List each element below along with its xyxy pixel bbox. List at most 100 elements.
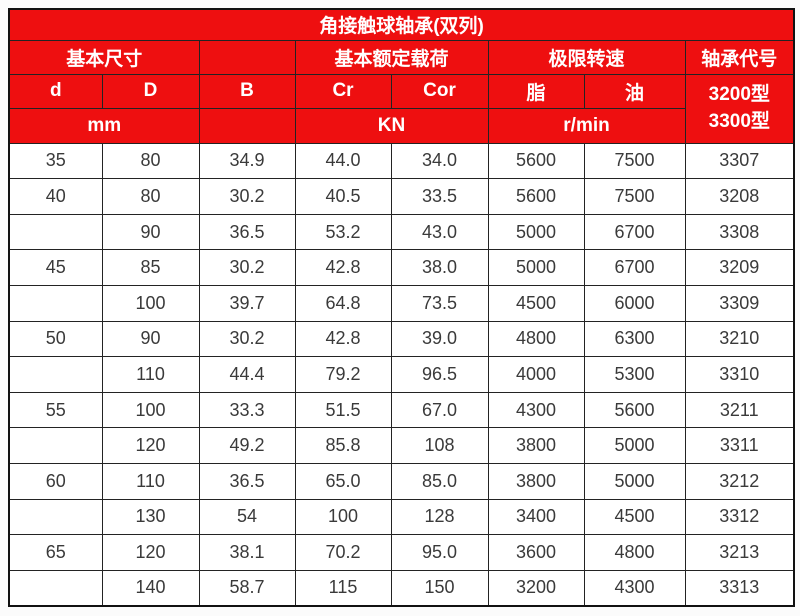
- cell-Cor: 43.0: [390, 213, 489, 251]
- table-row: 90 36.5 53.2 43.0 5000 6700 3308: [8, 213, 795, 251]
- cell-grease-speed: 5600: [487, 142, 585, 180]
- cell-Cr: 100: [294, 498, 392, 536]
- cell-Cr: 115: [294, 569, 392, 607]
- cell-Cor: 96.5: [390, 356, 489, 393]
- cell-Cr: 44.0: [294, 142, 392, 180]
- cell-d: [8, 213, 103, 251]
- cell-B: 30.2: [198, 320, 296, 358]
- table-row: 65 120 38.1 70.2 95.0 3600 4800 3213: [8, 534, 795, 571]
- cell-Cor: 85.0: [390, 462, 489, 500]
- cell-bearing-code: 3212: [684, 462, 795, 500]
- bearing-spec-table: 角接触球轴承(双列) 基本尺寸 基本额定载荷 极限转速 轴承代号 d D B C…: [8, 8, 796, 607]
- cell-D: 110: [101, 462, 200, 500]
- cell-grease-speed: 5000: [487, 249, 585, 286]
- cell-B: 36.5: [198, 213, 296, 251]
- cell-bearing-code: 3313: [684, 569, 795, 607]
- table-title: 角接触球轴承(双列): [8, 8, 795, 41]
- series-3200: 3200型: [708, 83, 770, 105]
- cell-bearing-code: 3311: [684, 427, 795, 464]
- cell-d: [8, 427, 103, 464]
- cell-B: 44.4: [198, 356, 296, 393]
- unit-mm: mm: [8, 107, 200, 144]
- table-row: 100 39.7 64.8 73.5 4500 6000 3309: [8, 284, 795, 322]
- unit-blank-b: [198, 107, 296, 144]
- cell-Cor: 95.0: [390, 534, 489, 571]
- group-header-row: 基本尺寸 基本额定载荷 极限转速 轴承代号: [8, 39, 795, 75]
- cell-oil-speed: 6300: [583, 320, 686, 358]
- column-B: B: [198, 73, 296, 109]
- cell-B: 49.2: [198, 427, 296, 464]
- unit-rpm: r/min: [487, 107, 686, 144]
- cell-d: 40: [8, 178, 103, 215]
- cell-grease-speed: 3200: [487, 569, 585, 607]
- column-oil: 油: [583, 73, 686, 109]
- cell-d: 45: [8, 249, 103, 286]
- cell-Cor: 108: [390, 427, 489, 464]
- cell-Cr: 79.2: [294, 356, 392, 393]
- cell-B: 58.7: [198, 569, 296, 607]
- header-bearing-code: 轴承代号: [684, 39, 795, 75]
- cell-oil-speed: 5600: [583, 391, 686, 429]
- cell-bearing-code: 3310: [684, 356, 795, 393]
- cell-B: 34.9: [198, 142, 296, 180]
- cell-Cr: 64.8: [294, 284, 392, 322]
- table-row: 60 110 36.5 65.0 85.0 3800 5000 3212: [8, 462, 795, 500]
- cell-oil-speed: 5300: [583, 356, 686, 393]
- cell-D: 100: [101, 284, 200, 322]
- cell-Cr: 70.2: [294, 534, 392, 571]
- column-d: d: [8, 73, 103, 109]
- cell-grease-speed: 4300: [487, 391, 585, 429]
- table-row: 45 85 30.2 42.8 38.0 5000 6700 3209: [8, 249, 795, 286]
- cell-d: 50: [8, 320, 103, 358]
- cell-D: 120: [101, 427, 200, 464]
- cell-d: 35: [8, 142, 103, 180]
- cell-B: 36.5: [198, 462, 296, 500]
- table-row: 50 90 30.2 42.8 39.0 4800 6300 3210: [8, 320, 795, 358]
- cell-D: 80: [101, 178, 200, 215]
- cell-grease-speed: 4000: [487, 356, 585, 393]
- cell-Cr: 53.2: [294, 213, 392, 251]
- table-row: 110 44.4 79.2 96.5 4000 5300 3310: [8, 356, 795, 393]
- cell-Cor: 34.0: [390, 142, 489, 180]
- cell-oil-speed: 6700: [583, 213, 686, 251]
- cell-Cr: 85.8: [294, 427, 392, 464]
- cell-D: 110: [101, 356, 200, 393]
- table-row: 40 80 30.2 40.5 33.5 5600 7500 3208: [8, 178, 795, 215]
- unit-header-row: mm KN r/min: [8, 107, 794, 144]
- header-basic-dimensions: 基本尺寸: [8, 39, 200, 75]
- cell-Cor: 38.0: [390, 249, 489, 286]
- cell-bearing-code: 3208: [684, 178, 795, 215]
- cell-D: 120: [101, 534, 200, 571]
- cell-d: [8, 569, 103, 607]
- cell-oil-speed: 6700: [583, 249, 686, 286]
- header-load-rating: 基本额定载荷: [294, 39, 489, 75]
- table-row: 55 100 33.3 51.5 67.0 4300 5600 3211: [8, 391, 795, 429]
- cell-Cor: 39.0: [390, 320, 489, 358]
- cell-bearing-code: 3307: [684, 142, 795, 180]
- cell-D: 90: [101, 213, 200, 251]
- cell-Cr: 65.0: [294, 462, 392, 500]
- cell-oil-speed: 7500: [583, 178, 686, 215]
- series-3300: 3300型: [708, 110, 770, 132]
- cell-d: 55: [8, 391, 103, 429]
- column-D: D: [101, 73, 200, 109]
- cell-d: 65: [8, 534, 103, 571]
- cell-bearing-code: 3211: [684, 391, 795, 429]
- cell-bearing-code: 3309: [684, 284, 795, 322]
- cell-B: 39.7: [198, 284, 296, 322]
- cell-Cor: 73.5: [390, 284, 489, 322]
- column-grease: 脂: [487, 73, 585, 109]
- table-row: 35 80 34.9 44.0 34.0 5600 7500 3307: [8, 142, 795, 180]
- cell-B: 33.3: [198, 391, 296, 429]
- cell-Cor: 67.0: [390, 391, 489, 429]
- header-series-types: 3200型 3300型: [684, 73, 795, 144]
- header-limit-speed: 极限转速: [487, 39, 686, 75]
- table-row: 130 54 100 128 3400 4500 3312: [8, 498, 795, 536]
- table-row: 140 58.7 115 150 3200 4300 3313: [8, 569, 795, 607]
- cell-grease-speed: 4500: [487, 284, 585, 322]
- cell-grease-speed: 5000: [487, 213, 585, 251]
- cell-d: 60: [8, 462, 103, 500]
- cell-Cor: 150: [390, 569, 489, 607]
- cell-d: [8, 498, 103, 536]
